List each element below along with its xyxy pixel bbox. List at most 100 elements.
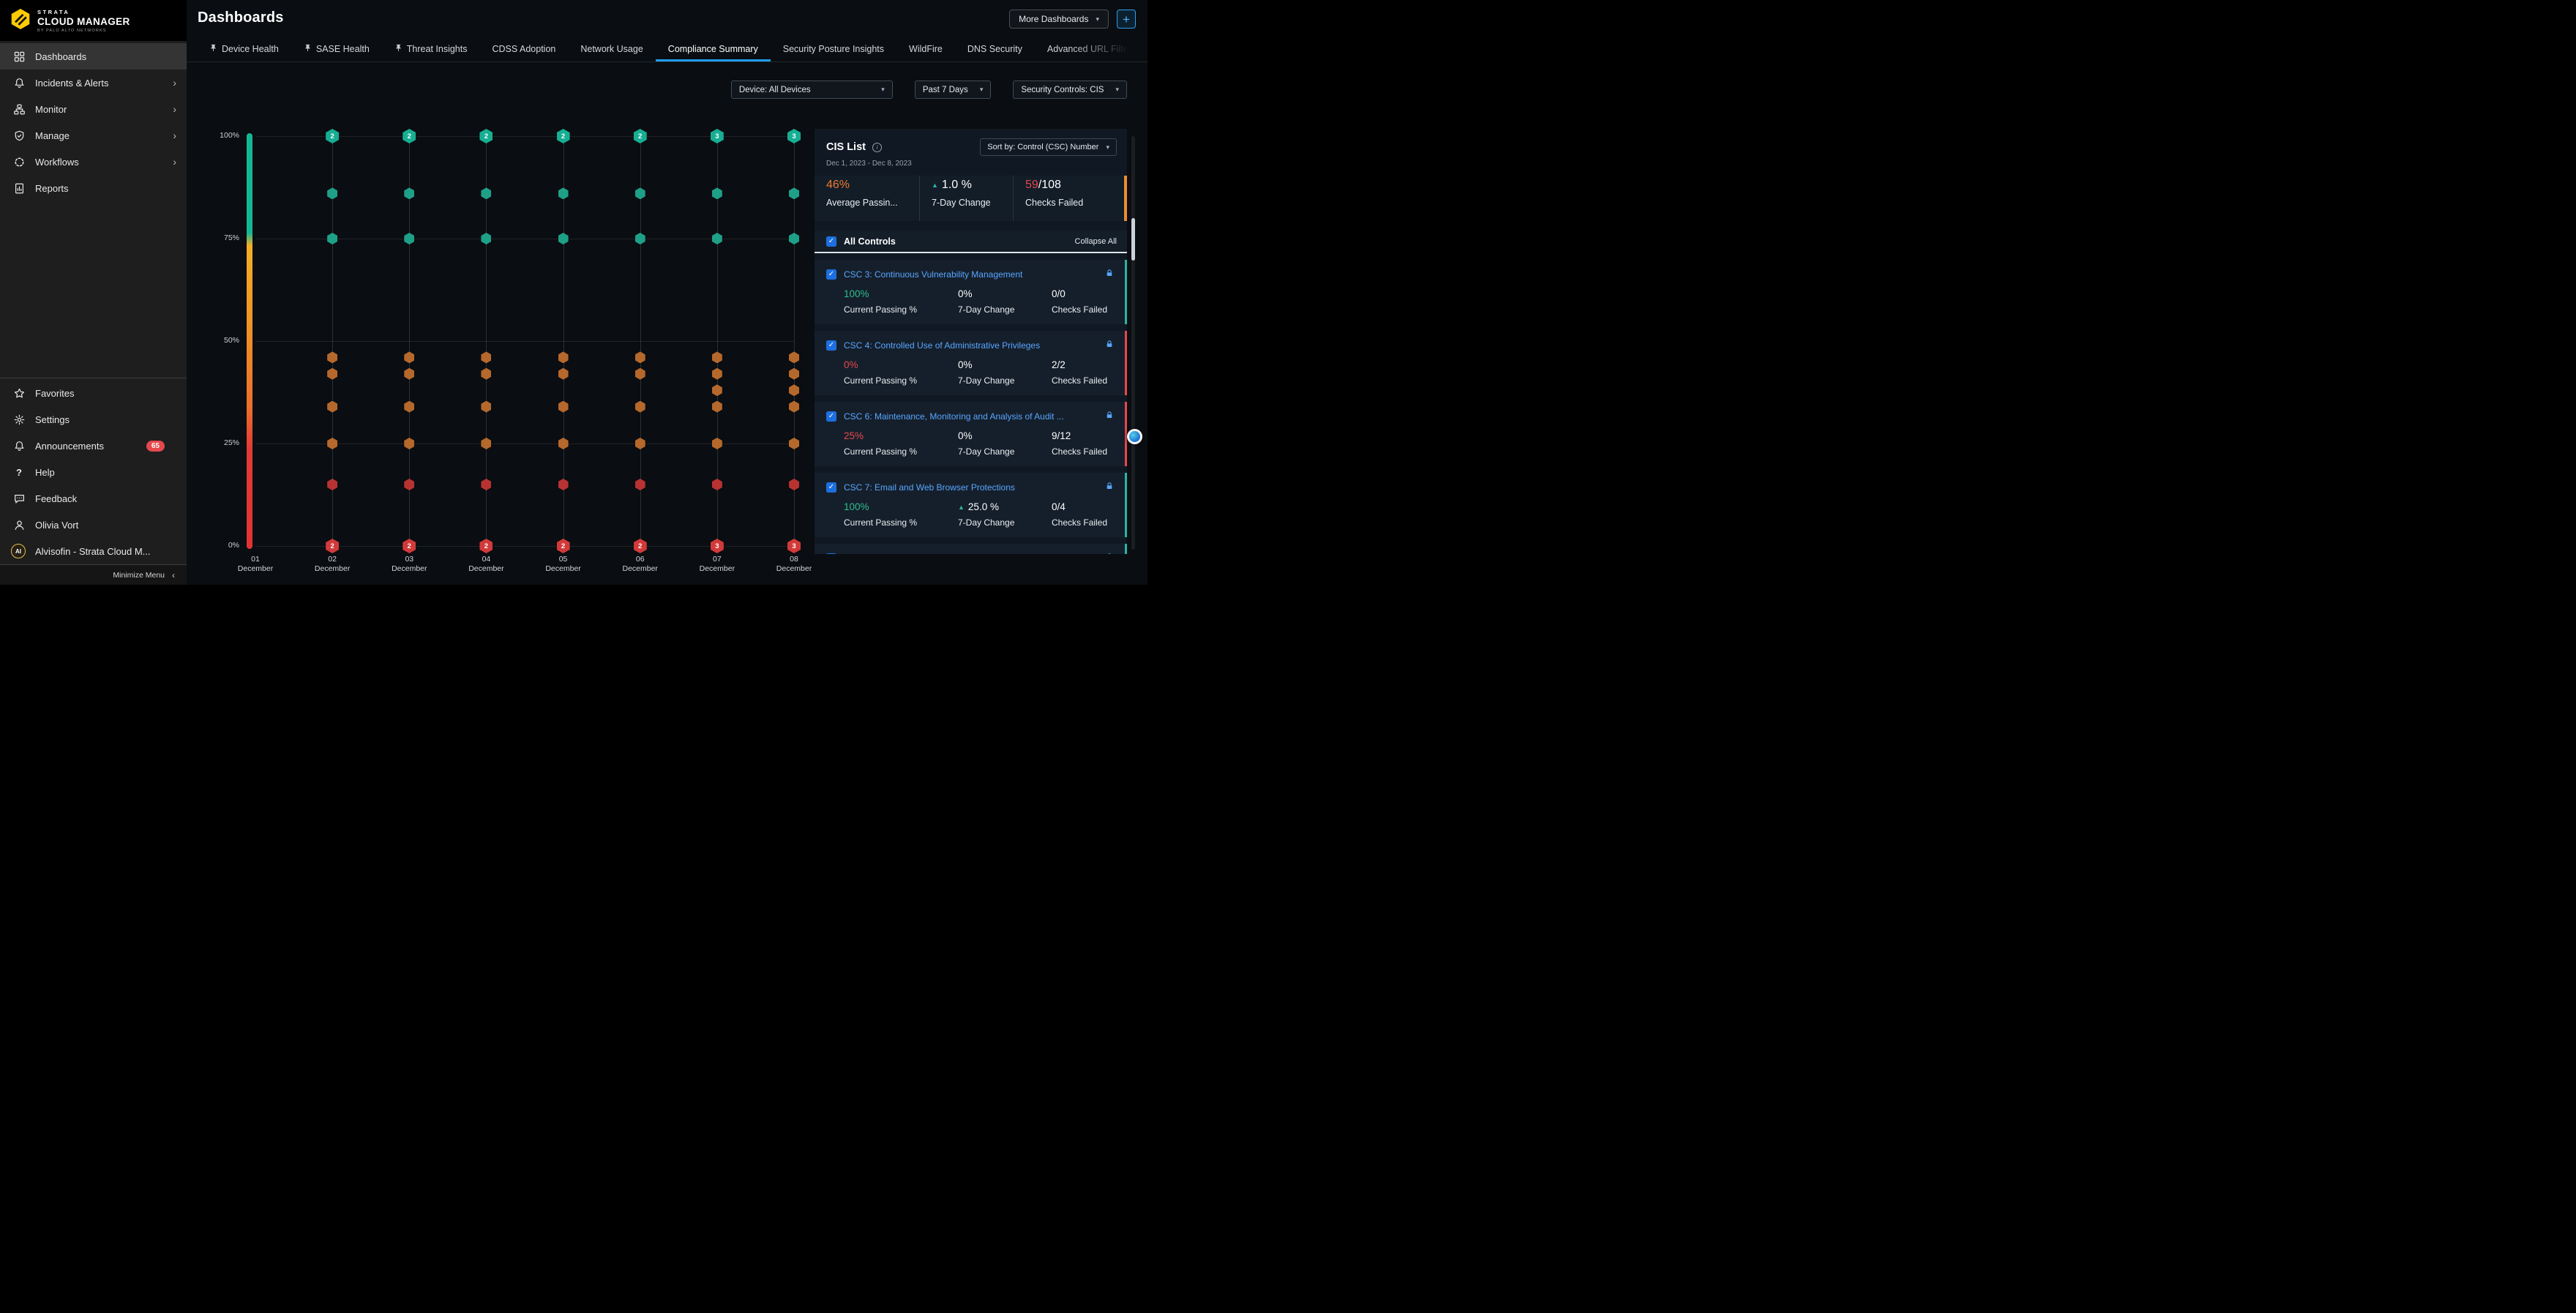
chart-point[interactable]: 2 (402, 129, 416, 143)
chart-point[interactable] (634, 351, 645, 364)
chart-point[interactable]: 2 (556, 129, 570, 143)
chart-point[interactable] (481, 351, 492, 364)
chart-point[interactable] (481, 233, 492, 244)
chart-point[interactable] (789, 351, 799, 364)
sidebar-item-incidents-alerts[interactable]: Incidents & Alerts › (0, 70, 187, 96)
control-checkbox[interactable]: ✓ (826, 269, 836, 280)
chart-point[interactable] (789, 187, 799, 200)
control-checkbox[interactable]: ✓ (826, 411, 836, 422)
chart-point[interactable]: 3 (710, 129, 724, 143)
chart-point[interactable]: 2 (479, 129, 493, 143)
chart-point[interactable] (789, 367, 799, 380)
all-controls-checkbox[interactable]: ✓ (826, 236, 836, 247)
chart-point[interactable]: 2 (326, 539, 340, 553)
chart-point[interactable] (404, 233, 415, 244)
chart-point[interactable]: 3 (787, 129, 801, 143)
chart-point[interactable] (481, 400, 492, 413)
floating-widget-button[interactable] (1127, 429, 1142, 444)
chart-point[interactable] (558, 479, 569, 490)
sidebar-item-settings[interactable]: Settings (0, 406, 187, 433)
control-checkbox[interactable]: ✓ (826, 553, 836, 554)
chart-point[interactable] (404, 187, 415, 200)
sidebar-item-alvisofin-strata-cloud-m[interactable]: AI Alvisofin - Strata Cloud M... (0, 538, 187, 564)
sidebar-item-favorites[interactable]: Favorites (0, 380, 187, 406)
chart-point[interactable] (634, 400, 645, 413)
chart-point[interactable]: 3 (787, 539, 801, 553)
chart-point[interactable] (634, 367, 645, 380)
control-checkbox[interactable]: ✓ (826, 482, 836, 493)
chart-point[interactable] (634, 438, 645, 449)
chart-point[interactable] (558, 351, 569, 364)
chart-point[interactable] (558, 367, 569, 380)
chart-point[interactable] (327, 351, 338, 364)
chart-point[interactable]: 2 (633, 539, 647, 553)
sort-dropdown[interactable]: Sort by: Control (CSC) Number ▾ (980, 138, 1117, 156)
sidebar-item-dashboards[interactable]: Dashboards (0, 43, 187, 70)
sidebar-item-workflows[interactable]: Workflows › (0, 149, 187, 175)
chart-point[interactable]: 3 (710, 539, 724, 553)
tab-compliance-summary[interactable]: Compliance Summary (655, 38, 771, 61)
chart-point[interactable] (327, 187, 338, 200)
sidebar-item-olivia-vort[interactable]: Olivia Vort (0, 512, 187, 538)
tab-dns-security[interactable]: DNS Security (955, 38, 1035, 61)
chart-point[interactable] (711, 351, 722, 364)
chart-point[interactable] (634, 187, 645, 200)
time-range-filter[interactable]: Past 7 Days ▾ (914, 81, 992, 99)
tab-network-usage[interactable]: Network Usage (568, 38, 655, 61)
collapse-all-button[interactable]: Collapse All (1074, 236, 1117, 246)
chart-point[interactable]: 2 (633, 129, 647, 143)
chart-point[interactable] (404, 400, 415, 413)
sidebar-item-manage[interactable]: Manage › (0, 122, 187, 149)
tab-sase-health[interactable]: SASE Health (291, 38, 382, 61)
chart-point[interactable] (711, 400, 722, 413)
panel-scrollbar[interactable] (1131, 136, 1135, 550)
chart-point[interactable] (789, 438, 799, 449)
chart-point[interactable] (558, 438, 569, 449)
control-title-link[interactable]: CSC 7: Email and Web Browser Protections (844, 482, 1015, 493)
sidebar-item-monitor[interactable]: Monitor › (0, 96, 187, 122)
chart-point[interactable] (481, 187, 492, 200)
chart-point[interactable] (327, 233, 338, 244)
sidebar-item-announcements[interactable]: Announcements 65 (0, 433, 187, 459)
chart-point[interactable]: 2 (479, 539, 493, 553)
chart-point[interactable] (558, 233, 569, 244)
sidebar-item-feedback[interactable]: Feedback (0, 485, 187, 512)
chart-point[interactable] (481, 479, 492, 490)
add-dashboard-button[interactable]: + (1117, 10, 1136, 29)
chart-point[interactable]: 2 (402, 539, 416, 553)
sidebar-item-help[interactable]: ? Help (0, 459, 187, 485)
tab-cdss-adoption[interactable]: CDSS Adoption (479, 38, 568, 61)
info-icon[interactable]: i (872, 142, 882, 152)
minimize-menu-button[interactable]: Minimize Menu ‹ (0, 564, 187, 585)
chart-point[interactable] (327, 400, 338, 413)
tab-security-posture-insights[interactable]: Security Posture Insights (771, 38, 896, 61)
chart-point[interactable] (481, 367, 492, 380)
chart-point[interactable] (711, 233, 722, 244)
security-controls-filter[interactable]: Security Controls: CIS ▾ (1013, 81, 1127, 99)
chart-point[interactable] (711, 187, 722, 200)
chart-point[interactable] (711, 479, 722, 490)
chart-point[interactable] (711, 438, 722, 449)
tab-advanced-url-filte[interactable]: Advanced URL Filte (1035, 38, 1141, 61)
chart-point[interactable]: 2 (556, 539, 570, 553)
chart-point[interactable] (711, 384, 722, 397)
tab-wildfire[interactable]: WildFire (896, 38, 955, 61)
control-title-link[interactable]: CSC 4: Controlled Use of Administrative … (844, 340, 1041, 351)
chart-point[interactable] (327, 438, 338, 449)
chart-point[interactable] (481, 438, 492, 449)
control-title-link[interactable]: CSC 3: Continuous Vulnerability Manageme… (844, 269, 1023, 280)
chart-point[interactable] (789, 233, 799, 244)
chart-point[interactable] (634, 479, 645, 490)
chart-point[interactable]: 2 (326, 129, 340, 143)
chart-point[interactable] (711, 367, 722, 380)
chart-point[interactable] (404, 438, 415, 449)
tab-threat-insights[interactable]: Threat Insights (382, 38, 480, 61)
chart-point[interactable] (558, 187, 569, 200)
chart-point[interactable] (404, 479, 415, 490)
device-filter[interactable]: Device: All Devices ▾ (730, 81, 893, 99)
sidebar-item-reports[interactable]: Reports (0, 175, 187, 201)
chart-point[interactable] (327, 479, 338, 490)
control-title-link[interactable]: CSC 8: Malware Defenses (844, 553, 1092, 554)
chart-point[interactable] (789, 384, 799, 397)
control-checkbox[interactable]: ✓ (826, 340, 836, 351)
